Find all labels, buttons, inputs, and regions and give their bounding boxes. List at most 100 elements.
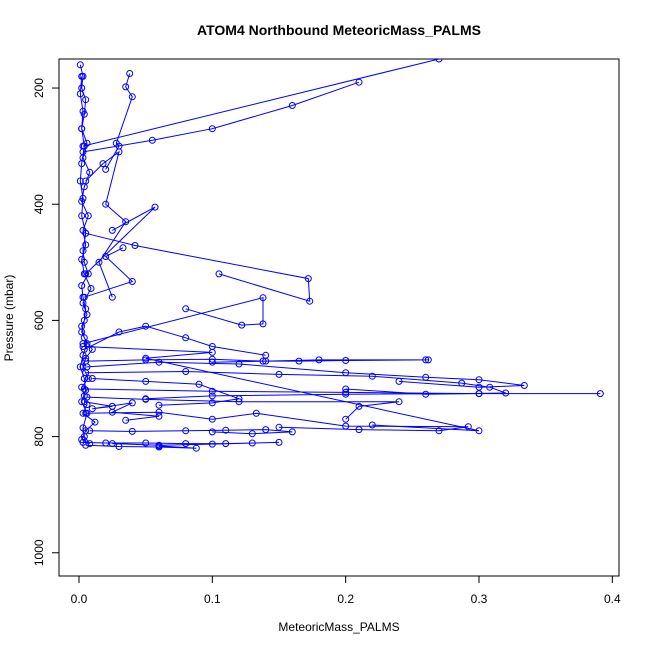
- data-point: [95, 258, 103, 266]
- data-point: [115, 148, 123, 156]
- data-point: [248, 430, 256, 438]
- data-point: [596, 390, 604, 398]
- x-tick-label: 0.1: [204, 592, 221, 606]
- data-point: [259, 294, 267, 302]
- data-point: [475, 390, 483, 398]
- data-point: [235, 360, 243, 368]
- y-tick-label: 200: [32, 78, 46, 98]
- data-point: [395, 398, 403, 406]
- data-point: [295, 357, 303, 365]
- data-point: [102, 200, 110, 208]
- series-line: [89, 429, 293, 435]
- data-point: [182, 440, 190, 448]
- x-axis: 0.0 0.1 0.2 0.3 0.4: [71, 575, 621, 606]
- data-point: [80, 385, 88, 393]
- data-point: [182, 305, 190, 313]
- data-point: [108, 408, 116, 416]
- data-point: [79, 247, 87, 255]
- data-point: [82, 229, 90, 237]
- data-point: [76, 177, 84, 185]
- series-line: [86, 361, 525, 388]
- data-point: [78, 125, 86, 133]
- data-point: [142, 395, 150, 403]
- data-point: [435, 59, 443, 63]
- plot-area-frame: [58, 58, 620, 577]
- data-point: [88, 345, 96, 353]
- data-point: [248, 439, 256, 447]
- data-point: [195, 380, 203, 388]
- data-point: [78, 212, 86, 220]
- data-point: [435, 427, 443, 435]
- series-line: [84, 401, 160, 421]
- data-series: [102, 70, 136, 173]
- data-point: [115, 328, 123, 336]
- data-point: [342, 415, 350, 423]
- data-point: [128, 427, 136, 435]
- series-line: [82, 59, 440, 147]
- data-point: [79, 363, 87, 371]
- data-point: [275, 438, 283, 446]
- data-point: [182, 427, 190, 435]
- data-point: [82, 369, 90, 377]
- data-point: [464, 423, 472, 431]
- y-tick-label: 600: [32, 310, 46, 330]
- data-point: [84, 375, 92, 382]
- series-line: [85, 232, 311, 302]
- data-point: [86, 168, 94, 176]
- data-point: [151, 203, 159, 211]
- data-point: [131, 242, 139, 249]
- data-point: [86, 440, 94, 448]
- data-point: [78, 72, 86, 80]
- data-point: [122, 218, 130, 226]
- y-axis: 200 400 600 800 1000: [32, 78, 60, 566]
- data-point: [84, 212, 92, 220]
- data-point: [80, 258, 88, 266]
- data-point: [475, 376, 483, 384]
- data-point: [142, 439, 150, 447]
- data-point: [119, 244, 127, 252]
- data-point: [259, 320, 267, 328]
- data-point: [115, 443, 123, 450]
- data-point: [422, 356, 430, 364]
- data-point: [208, 392, 216, 400]
- data-point: [99, 160, 107, 168]
- data-point: [79, 424, 87, 432]
- data-series: [80, 322, 270, 359]
- series-line: [92, 378, 240, 406]
- data-point: [208, 440, 216, 448]
- data-series: [82, 408, 472, 435]
- data-point: [79, 107, 87, 115]
- data-point: [78, 282, 86, 290]
- data-series: [88, 375, 243, 409]
- data-point: [288, 102, 296, 109]
- data-point: [76, 363, 84, 371]
- series-line: [82, 297, 264, 345]
- x-tick-label: 0.2: [337, 592, 354, 606]
- data-point: [128, 278, 136, 285]
- data-point: [82, 386, 90, 394]
- data-point: [342, 357, 350, 364]
- y-tick-label: 1000: [32, 539, 46, 566]
- series-line: [85, 150, 127, 298]
- data-point: [502, 389, 510, 397]
- y-axis-label: Pressure (mbar): [2, 275, 16, 362]
- data-point: [82, 270, 90, 278]
- data-point: [76, 90, 84, 98]
- data-point: [262, 426, 270, 434]
- data-point: [142, 322, 150, 330]
- data-series: [82, 148, 130, 301]
- data-point: [142, 354, 150, 362]
- series-line: [85, 444, 197, 449]
- data-point: [342, 422, 350, 430]
- data-point: [126, 70, 134, 77]
- data-point: [288, 428, 296, 436]
- data-point: [87, 285, 95, 292]
- data-series: [79, 59, 443, 150]
- series-line: [82, 441, 280, 446]
- x-axis-label: MeteoricMass_PALMS: [278, 620, 399, 634]
- data-point: [486, 383, 494, 391]
- data-point: [80, 293, 88, 301]
- data-point: [275, 370, 283, 378]
- data-point: [355, 426, 363, 434]
- chart-title: ATOM4 Northbound MeteoricMass_PALMS: [197, 22, 481, 38]
